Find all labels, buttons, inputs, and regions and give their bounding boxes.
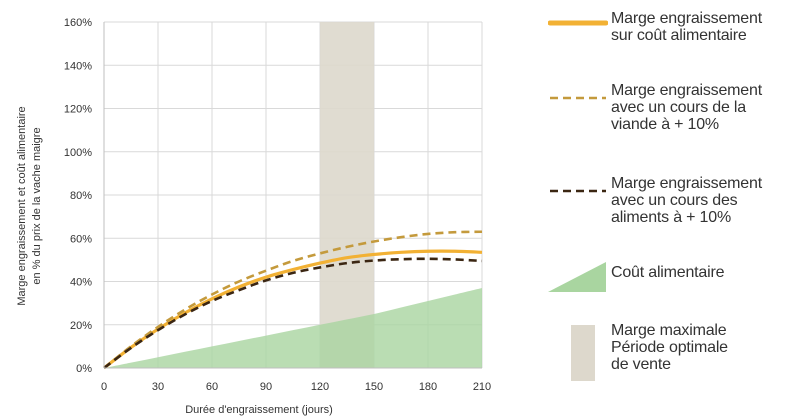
legend-swatch-area	[548, 262, 606, 292]
chart: 0 30 60 90 120 150 180 210 0% 20% 40% 60% 80% 100% 12…	[16, 17, 491, 416]
axes	[103, 22, 482, 369]
legend-label-base: Marge engraissement sur coût alimentaire	[611, 10, 762, 44]
legend-label-aliments: Marge engraissement avec un cours des al…	[611, 175, 762, 226]
x-tick-label: 0	[101, 381, 107, 393]
legend-swatch-solid-line	[548, 20, 608, 26]
legend-swatch-band	[571, 325, 595, 381]
y-tick-label: 100%	[64, 147, 92, 159]
feed-cost-area	[104, 287, 482, 368]
y-tick-label: 0%	[76, 363, 92, 375]
x-axis-label: Durée d'engraissement (jours)	[185, 404, 333, 416]
legend-swatch-dashed-line	[550, 96, 606, 100]
optimal-period-band-layer	[320, 22, 374, 368]
y-tick-label: 40%	[70, 277, 92, 289]
x-tick-label: 30	[152, 381, 164, 393]
x-tick-label: 150	[365, 381, 383, 393]
y-axis-label-line-1: Marge engraissement et coût alimentaire	[16, 106, 28, 305]
y-tick-label: 80%	[70, 190, 92, 202]
y-axis-label-line-2: en % du prix de la vache maigre	[31, 127, 43, 284]
legend-label-viande: Marge engraissement avec un cours de la …	[611, 82, 762, 133]
x-tick-label: 120	[311, 381, 329, 393]
series-line-0	[103, 249, 483, 370]
y-tick-label: 140%	[64, 60, 92, 72]
legend: Marge engraissement sur coût alimentaire…	[548, 0, 795, 417]
legend-swatch-dark-dashed-line	[550, 189, 606, 193]
x-tick-label: 90	[260, 381, 272, 393]
x-tick-label: 60	[206, 381, 218, 393]
optimal-period-band	[320, 22, 374, 368]
series-line-2	[103, 257, 483, 370]
y-tick-label: 120%	[64, 104, 92, 116]
y-tick-label: 20%	[70, 320, 92, 332]
y-tick-labels: 0% 20% 40% 60% 80% 100% 120% 140% 160%	[64, 17, 92, 375]
x-tick-label: 210	[473, 381, 491, 393]
feed-cost-area-layer	[104, 287, 482, 368]
y-tick-label: 60%	[70, 233, 92, 245]
legend-label-cout: Coût alimentaire	[611, 264, 725, 281]
x-tick-label: 180	[419, 381, 437, 393]
y-tick-label: 160%	[64, 17, 92, 29]
x-tick-labels: 0 30 60 90 120 150 180 210	[101, 381, 491, 393]
series-lines-layer	[103, 230, 483, 370]
legend-label-periode: Marge maximale Période optimale de vente	[611, 322, 728, 373]
